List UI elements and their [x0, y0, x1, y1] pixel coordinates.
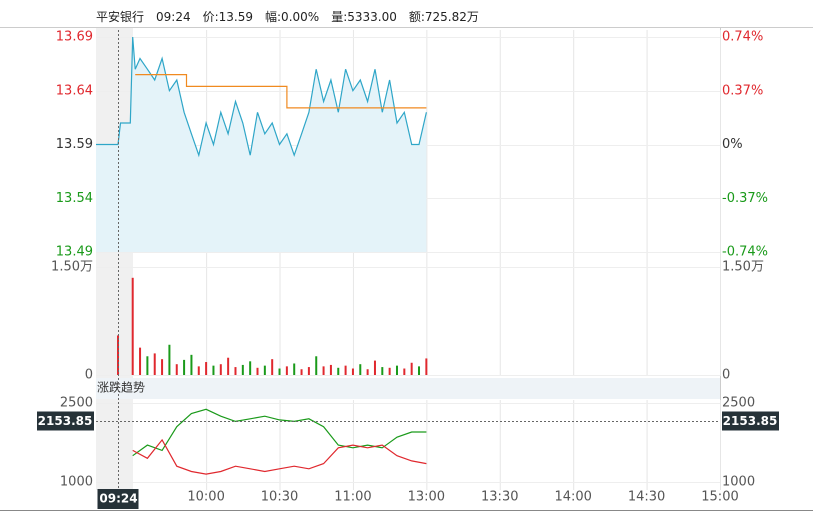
volume-bar	[322, 366, 325, 375]
volume-bar	[278, 368, 281, 375]
volume-bar	[263, 365, 266, 375]
ref-label-box-right	[722, 411, 779, 431]
x-tick-label: 10:30	[261, 490, 298, 505]
y-tick-label: 0	[85, 368, 93, 383]
volume-bar	[425, 358, 428, 375]
volume: 量:5333.00	[331, 10, 397, 24]
y2-tick-label: 0.37%	[722, 83, 763, 98]
x-tick-label: 13:30	[481, 490, 518, 505]
ref-label-right: 2153.85	[723, 414, 778, 428]
header: 平安银行 09:24 价:13.59 幅:0.00% 量:5333.00 额:725.82…	[96, 8, 491, 25]
volume-bar	[293, 363, 296, 375]
price-area	[96, 37, 427, 252]
ref-label: 2153.85	[38, 414, 93, 428]
volume-bar	[183, 359, 186, 375]
volume-bar	[329, 364, 332, 375]
cursor-label: 09:24	[99, 492, 137, 506]
volume-bar	[190, 354, 193, 375]
volume-bar	[205, 362, 208, 375]
volume-bar	[153, 353, 156, 375]
volume-bar	[227, 357, 230, 375]
pre-market-shade	[96, 28, 133, 490]
volume-bar	[256, 367, 259, 375]
cursor-label-box	[97, 489, 139, 509]
volume-bar	[161, 359, 164, 375]
title-band	[96, 378, 720, 399]
y2-tick-label: -0.74%	[722, 245, 768, 260]
y2-tick-label: 0.74%	[722, 30, 763, 45]
series-line	[132, 438, 427, 475]
volume-bar	[307, 367, 310, 375]
y-tick-label-right: 0	[722, 368, 730, 383]
x-tick-label: 10:00	[187, 490, 224, 505]
volume-bar	[344, 365, 347, 375]
price: 价:13.59	[202, 10, 254, 24]
volume-bar	[285, 366, 288, 375]
volume-bar	[168, 344, 171, 375]
volume-bar	[395, 365, 398, 375]
y2-tick-label: 0%	[722, 137, 743, 152]
volume-bar	[418, 366, 421, 375]
series-line	[132, 408, 427, 457]
y-tick-label: 2500	[60, 396, 93, 411]
change: 幅:0.00%	[265, 10, 320, 24]
y-tick-label: 13.59	[56, 137, 93, 152]
volume-bar	[351, 368, 354, 375]
volume-bar	[241, 364, 244, 375]
volume-bar	[388, 367, 391, 375]
y-tick-label: 13.54	[56, 191, 93, 206]
series-line	[135, 74, 427, 109]
volume-bar	[373, 360, 376, 375]
volume-bar	[271, 359, 274, 375]
y2-tick-label: -0.37%	[722, 191, 768, 206]
y-tick-label-right: 1.50万	[722, 260, 764, 275]
volume-bar	[410, 362, 413, 375]
volume-bar	[366, 369, 369, 375]
volume-bar	[359, 364, 362, 375]
volume-bar	[139, 347, 142, 375]
y-tick-label: 1.50万	[51, 260, 93, 275]
y-tick-label: 1000	[60, 475, 93, 490]
volume-bar	[146, 356, 149, 375]
y-tick-label: 13.69	[56, 30, 93, 45]
volume-bar	[219, 364, 222, 375]
volume-bar	[197, 366, 200, 375]
y-tick-label: 13.64	[56, 83, 93, 98]
x-tick-label: 13:00	[408, 490, 445, 505]
y-tick-label: 13.49	[56, 245, 93, 260]
stock-name: 平安银行	[96, 10, 145, 24]
volume-bar	[315, 356, 318, 375]
x-tick-label: 11:00	[334, 490, 371, 505]
time: 09:24	[156, 10, 191, 24]
volume-bar	[131, 277, 134, 375]
amount: 额:725.82万	[408, 10, 479, 24]
volume-bar	[212, 365, 215, 375]
volume-bar	[300, 369, 303, 375]
volume-bar	[175, 364, 178, 375]
ref-label-box	[37, 411, 94, 431]
volume-bar	[381, 367, 384, 375]
x-tick-label: 15:00	[701, 490, 738, 505]
volume-bar	[249, 361, 252, 375]
volume-bar	[403, 368, 406, 375]
volume-bar	[337, 367, 340, 375]
y-tick-label-right: 1000	[722, 475, 755, 490]
x-tick-label: 14:00	[554, 490, 591, 505]
x-tick-label: 14:30	[628, 490, 665, 505]
panel-title: 涨跌趋势	[97, 380, 145, 395]
y-tick-label-right: 2500	[722, 396, 755, 411]
volume-bar	[234, 367, 237, 375]
